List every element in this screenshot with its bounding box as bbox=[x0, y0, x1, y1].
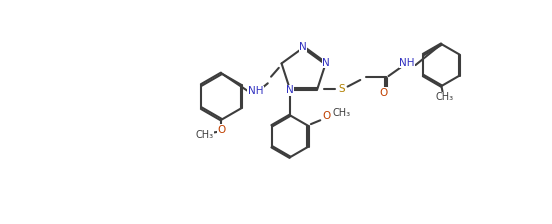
Text: NH: NH bbox=[400, 58, 415, 68]
Text: N: N bbox=[299, 42, 307, 52]
Text: CH₃: CH₃ bbox=[333, 108, 351, 118]
Text: O: O bbox=[379, 88, 388, 98]
Text: CH₃: CH₃ bbox=[435, 92, 453, 102]
Text: NH: NH bbox=[248, 86, 263, 96]
Text: O: O bbox=[323, 111, 331, 121]
Text: N: N bbox=[286, 86, 294, 95]
Text: O: O bbox=[217, 125, 226, 135]
Text: CH₃: CH₃ bbox=[196, 130, 214, 140]
Text: N: N bbox=[322, 58, 330, 68]
Text: S: S bbox=[339, 84, 346, 94]
